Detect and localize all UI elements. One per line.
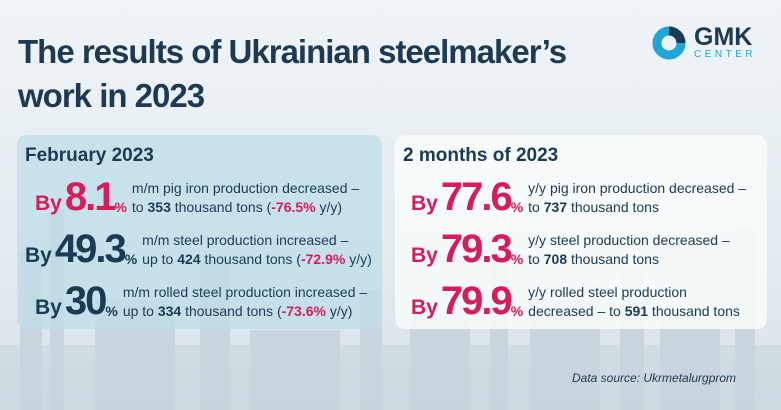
percent-sign: % [510,199,524,215]
desc-line: to 353 thousand tons (-76.5% y/y) [131,199,343,215]
stat-row: By 30 % m/m rolled steel production incr… [35,275,367,321]
logo-ring-icon [652,26,686,60]
desc-line: m/m steel production increased – [142,232,349,248]
february-heading: February 2023 [25,145,154,166]
desc-line: to 737 thousand tons [528,199,659,215]
desc-line: decreased – to 591 thousand tons [528,303,740,319]
logo-subtext: CENTER [694,49,757,60]
percent-sign: % [124,251,138,267]
stat-value: 79.3 [440,227,513,271]
by-label: By [35,296,62,319]
stat-row: By 79.9 % y/y rolled steel production de… [411,275,740,321]
stat-value: 49.3 [54,227,127,271]
percent-sign: % [105,303,118,319]
stat-description: y/y steel production decreased – to 708 … [528,231,730,269]
by-label: By [25,244,52,267]
percent-sign: % [510,303,524,319]
by-label: By [411,296,438,319]
stat-description: m/m pig iron production decreased – to 3… [132,179,359,217]
data-source: Data source: Ukrmetalurgprom [572,371,737,385]
desc-line: m/m rolled steel production increased – [122,284,368,300]
gmk-center-logo: GMK CENTER [652,25,756,61]
stat-description: m/m steel production increased – up to 4… [142,231,372,269]
stat-value: 8.1 [64,175,117,219]
february-panel: February 2023 By 8.1 % m/m pig iron prod… [17,135,382,329]
stat-value: 77.6 [440,175,513,219]
stat-description: m/m rolled steel production increased – … [123,283,367,321]
desc-line: y/y rolled steel production [528,284,687,300]
two-months-heading: 2 months of 2023 [403,145,559,166]
desc-line: to 708 thousand tons [528,251,659,267]
logo-text: GMK [694,23,753,51]
stat-value: 30 [64,279,107,323]
title-line-2: work in 2023 [18,77,205,114]
by-label: By [411,192,438,215]
stat-row: By 49.3 % m/m steel production increased… [25,223,372,269]
percent-sign: % [114,199,127,215]
desc-line: y/y steel production decreased – [528,232,730,248]
by-label: By [35,192,62,215]
by-label: By [411,244,438,267]
percent-sign: % [510,251,524,267]
stat-row: By 77.6 % y/y pig iron production decrea… [411,171,746,217]
desc-line: up to 424 thousand tons (-72.9% y/y) [142,251,372,267]
two-months-panel: 2 months of 2023 By 77.6 % y/y pig iron … [395,135,767,329]
stat-description: y/y pig iron production decreased – to 7… [528,179,746,217]
stat-row: By 8.1 % m/m pig iron production decreas… [35,171,359,217]
title-line-1: The results of Ukrainian steelmaker’s [18,33,567,70]
desc-line: m/m pig iron production decreased – [131,180,360,196]
stat-row: By 79.3 % y/y steel production decreased… [411,223,730,269]
desc-line: y/y pig iron production decreased – [528,180,747,196]
page-title: The results of Ukrainian steelmaker’s wo… [18,30,567,118]
stat-value: 79.9 [440,279,513,323]
stat-description: y/y rolled steel production decreased – … [528,283,740,321]
desc-line: up to 334 thousand tons (-73.6% y/y) [122,303,353,319]
